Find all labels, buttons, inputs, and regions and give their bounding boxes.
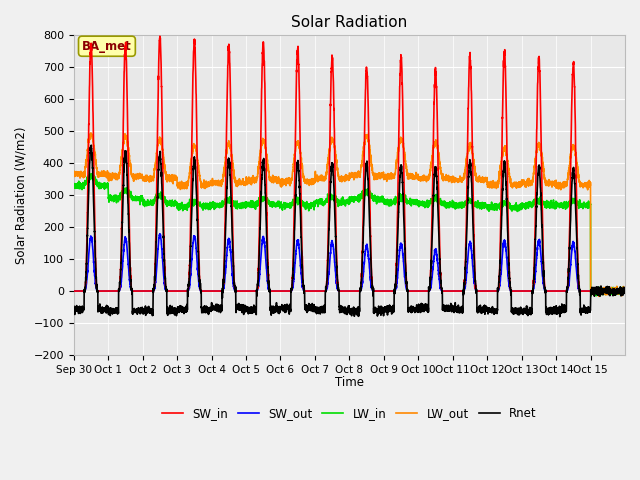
LW_out <box>595 294 603 300</box>
LW_in <box>70 181 77 187</box>
SW_out <box>156 231 164 237</box>
LW_in <box>500 199 508 205</box>
SW_out <box>542 288 550 294</box>
LW_out <box>70 168 77 174</box>
X-axis label: Time: Time <box>335 376 364 389</box>
Rnet <box>556 314 564 320</box>
SW_in <box>370 288 378 294</box>
SW_out <box>184 288 192 294</box>
SW_in <box>399 142 407 147</box>
Rnet <box>88 142 95 148</box>
SW_in <box>621 288 629 294</box>
SW_in <box>156 33 164 39</box>
Legend: SW_in, SW_out, LW_in, LW_out, Rnet: SW_in, SW_out, LW_in, LW_out, Rnet <box>157 402 541 425</box>
Line: SW_in: SW_in <box>74 36 625 291</box>
LW_out <box>542 177 550 183</box>
SW_in <box>500 53 508 59</box>
LW_out <box>184 178 192 184</box>
SW_out <box>370 288 378 294</box>
SW_out <box>500 238 508 243</box>
LW_in <box>588 293 595 299</box>
LW_out <box>399 141 407 146</box>
LW_in <box>399 197 407 203</box>
LW_in <box>621 287 629 293</box>
Rnet <box>621 289 629 295</box>
Rnet <box>70 303 77 309</box>
LW_out <box>500 147 508 153</box>
SW_out <box>399 259 407 264</box>
LW_in <box>87 171 95 177</box>
LW_out <box>370 175 378 181</box>
Line: LW_in: LW_in <box>74 174 625 296</box>
LW_out <box>621 287 629 292</box>
Text: BA_met: BA_met <box>82 40 132 53</box>
Title: Solar Radiation: Solar Radiation <box>291 15 408 30</box>
Rnet <box>370 307 378 313</box>
Rnet <box>184 289 192 295</box>
SW_in <box>70 288 77 294</box>
Line: LW_out: LW_out <box>74 133 625 297</box>
LW_in <box>528 204 536 210</box>
Rnet <box>399 200 407 206</box>
Line: SW_out: SW_out <box>74 234 625 291</box>
LW_in <box>184 202 192 207</box>
Rnet <box>500 161 508 167</box>
Rnet <box>528 310 536 316</box>
Rnet <box>542 309 550 314</box>
SW_out <box>528 288 536 294</box>
LW_in <box>370 194 378 200</box>
SW_out <box>621 288 629 294</box>
LW_out <box>87 130 95 136</box>
Y-axis label: Solar Radiation (W/m2): Solar Radiation (W/m2) <box>15 126 28 264</box>
SW_in <box>542 288 550 294</box>
SW_in <box>184 287 192 293</box>
LW_out <box>528 179 536 184</box>
SW_out <box>70 288 77 294</box>
SW_in <box>528 288 536 294</box>
Line: Rnet: Rnet <box>74 145 625 317</box>
LW_in <box>542 202 550 208</box>
